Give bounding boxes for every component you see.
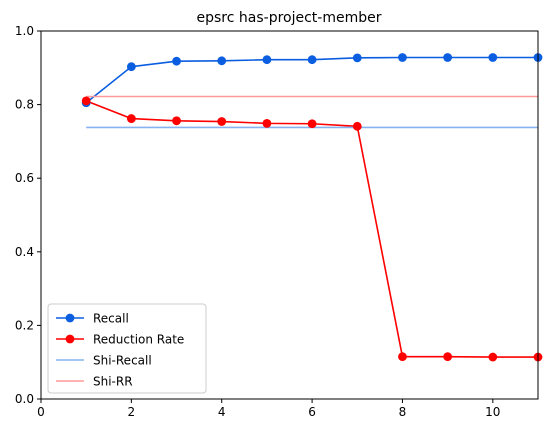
legend-label-shi-recall: Shi-Recall: [93, 354, 152, 368]
data-point-recall: [307, 55, 317, 65]
data-point-recall: [352, 53, 362, 63]
data-point-reduction-rate: [217, 117, 227, 126]
data-point-reduction-rate: [126, 114, 136, 123]
data-point-reduction-rate: [488, 352, 498, 362]
y-tick-label: 0.0: [15, 392, 34, 406]
data-point-recall: [398, 53, 407, 62]
plot-area: [81, 53, 543, 362]
legend-label-shi-rr: Shi-RR: [93, 375, 133, 389]
data-point-reduction-rate: [443, 352, 453, 362]
y-tick-label: 1.0: [15, 24, 34, 38]
data-point-recall: [262, 55, 272, 65]
data-point-reduction-rate: [307, 119, 317, 129]
y-tick-label: 0.2: [15, 318, 34, 332]
data-point-reduction-rate: [398, 352, 407, 362]
data-point-reduction-rate: [172, 116, 181, 126]
x-tick-label: 8: [399, 405, 407, 419]
data-point-recall: [443, 53, 453, 62]
legend-box: [47, 303, 207, 394]
data-point-reduction-rate: [352, 121, 362, 131]
x-tick-label: 2: [128, 405, 136, 419]
x-tick-label: 10: [485, 405, 500, 419]
legend: Recall Reduction Rate Shi-Recall Shi-RR: [47, 303, 207, 394]
y-tick-label: 0.4: [15, 245, 34, 259]
legend-marker-reduction-rate: [65, 334, 75, 344]
legend-label-reduction-rate: Reduction Rate: [93, 333, 184, 347]
data-point-recall: [126, 62, 136, 72]
legend-marker-recall: [65, 313, 75, 323]
data-point-recall: [217, 56, 227, 66]
axes: 0 2 4 6 8 10 0.0 0.2 0.4 0.6 0.8 1.0: [15, 24, 539, 419]
data-point-recall: [172, 56, 181, 66]
data-point-reduction-rate: [81, 96, 91, 106]
data-point-recall: [488, 53, 498, 62]
x-tick-label: 6: [308, 405, 316, 419]
y-tick-label: 0.8: [15, 98, 34, 112]
x-tick-label: 0: [37, 405, 45, 419]
axes-frame: [40, 30, 539, 400]
legend-label-recall: Recall: [93, 312, 129, 326]
x-tick-label: 4: [218, 405, 226, 419]
chart-title: epsrc has-project-member: [197, 10, 382, 26]
data-point-reduction-rate: [262, 118, 272, 128]
y-tick-label: 0.6: [15, 171, 34, 185]
